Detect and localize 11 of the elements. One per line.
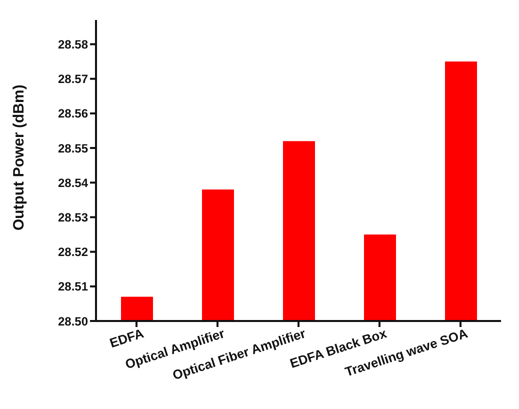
y-axis-title: Output Power (dBm) (10, 84, 28, 230)
y-tick-label: 28.54 (58, 176, 88, 190)
y-tick-label: 28.51 (58, 280, 88, 294)
y-tick-label: 28.53 (58, 210, 88, 224)
y-tick-label: 28.55 (58, 141, 88, 156)
y-tick-label: 28.57 (58, 72, 88, 86)
y-tick-label: 28.58 (58, 37, 88, 52)
y-tick-label: 28.52 (58, 245, 88, 260)
x-tick-label: EDFA (108, 325, 146, 351)
y-tick-label: 28.56 (58, 106, 88, 121)
y-tick-label: 28.50 (58, 314, 88, 328)
